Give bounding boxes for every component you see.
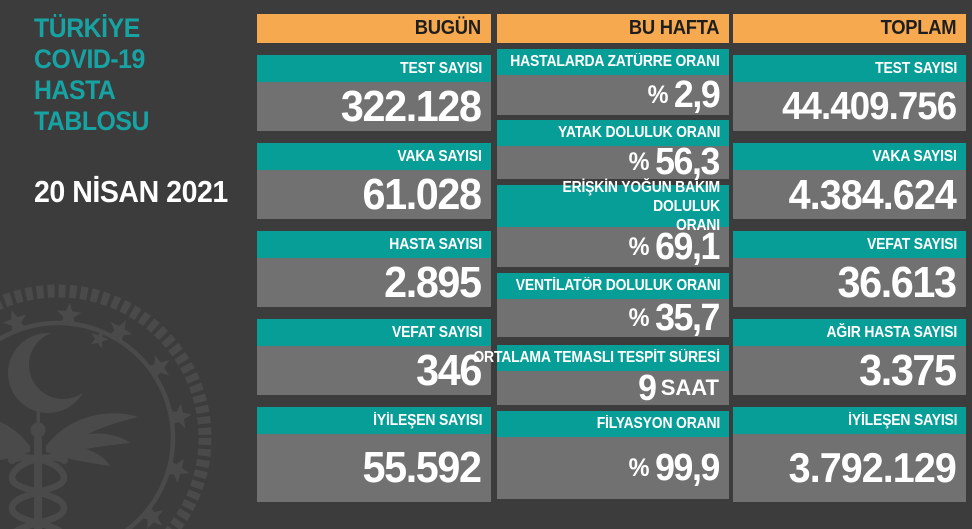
stat-unit: SAAT [660, 375, 719, 400]
stat-card-vefat-sayisi: VEFAT SAYISI 346 [257, 319, 491, 395]
stat-label: HASTA SAYISI [389, 235, 482, 253]
column-header-label: BUGÜN [414, 17, 481, 39]
stat-value: 2.895 [384, 257, 483, 307]
stat-value: 9 [637, 367, 657, 408]
stat-card-toplam-vaka: VAKA SAYISI 4.384.624 [733, 143, 966, 219]
title-line: TÜRKİYE [34, 13, 140, 43]
stat-card-toplam-iyilesen: İYİLEŞEN SAYISI 3.792.129 [733, 407, 966, 502]
stat-card-temasli-tespit-suresi: ORTALAMA TEMASLI TESPİT SÜRESİ 9 SAAT [474, 345, 729, 408]
stat-card-ventilator-doluluk: VENTİLATÖR DOLULUK ORANI % 35,7 [497, 273, 729, 339]
report-date: 20 NİSAN 2021 [34, 174, 228, 209]
stat-value: 55.592 [362, 443, 482, 492]
stars-ring-icon [0, 301, 195, 529]
column-header-toplam: TOPLAM [733, 14, 966, 43]
stat-label: YATAK DOLULUK ORANI [557, 124, 720, 141]
column-header-label: TOPLAM [880, 17, 956, 39]
stat-label: TEST SAYISI [874, 59, 957, 77]
stat-value: 61.028 [362, 169, 482, 219]
stat-card-zaturre-orani: HASTALARDA ZATÜRRE ORANI % 2,9 [497, 49, 729, 116]
stat-value: 346 [416, 345, 482, 395]
stat-value: 322.128 [341, 81, 482, 131]
percent-sign: % [628, 148, 650, 176]
stat-value: 99,9 [655, 446, 720, 489]
column-bugun: BUGÜN TEST SAYISI 322.128 VAKA SAYISI 61… [257, 0, 491, 502]
stat-card-vaka-sayisi: VAKA SAYISI 61.028 [257, 143, 491, 219]
stat-label: FİLYASYON ORANI [596, 415, 721, 432]
caduceus-icon [0, 404, 138, 529]
stat-value: 69,1 [655, 225, 720, 268]
stat-card-toplam-vefat: VEFAT SAYISI 36.613 [733, 231, 966, 307]
stat-value: 3.375 [859, 345, 958, 395]
column-header-bu-hafta: BU HAFTA [497, 14, 729, 43]
rope-ring-icon [0, 284, 212, 529]
stat-card-iyilesen-sayisi: İYİLEŞEN SAYISI 55.592 [257, 407, 491, 502]
page-title: TÜRKİYE COVID-19 HASTA TABLOSU [34, 13, 159, 137]
stat-value: 35,7 [655, 296, 720, 339]
stat-value: 2,9 [673, 73, 721, 116]
percent-sign: % [628, 303, 650, 332]
stat-card-yogun-bakim-doluluk: ERİŞKİN YOĞUN BAKIM DOLULUK ORANI % 69,1 [497, 179, 729, 268]
stat-label: VENTİLATÖR DOLULUK ORANI [515, 277, 720, 294]
stat-card-filyasyon-orani: FİLYASYON ORANI % 99,9 [497, 411, 729, 499]
stat-card-yatak-doluluk: YATAK DOLULUK ORANI % 56,3 [497, 120, 729, 183]
column-header-label: BU HAFTA [628, 17, 720, 39]
stat-label: VEFAT SAYISI [391, 323, 482, 341]
stat-value: 36.613 [837, 257, 957, 307]
stat-value: 56,3 [655, 141, 720, 183]
percent-sign: % [628, 232, 650, 261]
stat-label: HASTALARDA ZATÜRRE ORANI [510, 53, 720, 70]
stat-label: AĞIR HASTA SAYISI [826, 323, 957, 341]
stat-label: VAKA SAYISI [397, 147, 483, 165]
stat-card-agir-hasta: AĞIR HASTA SAYISI 3.375 [733, 319, 966, 395]
stat-value: 44.409.756 [781, 84, 957, 128]
inner-circle-icon [0, 320, 176, 529]
stat-value: 4.384.624 [788, 170, 957, 218]
stat-card-hasta-sayisi: HASTA SAYISI 2.895 [257, 231, 491, 307]
title-line: TABLOSU [34, 106, 149, 136]
stat-value: 3.792.129 [788, 444, 957, 491]
crescent-star-icon [8, 326, 112, 413]
stat-label: TEST SAYISI [399, 59, 482, 77]
stat-label: ORTALAMA TEMASLI TESPİT SÜRESİ [473, 349, 721, 366]
title-line: COVID-19 [34, 44, 145, 74]
stat-label: İYİLEŞEN SAYISI [847, 411, 957, 429]
stat-label: VEFAT SAYISI [866, 235, 957, 253]
column-header-bugun: BUGÜN [257, 14, 491, 43]
stat-label: İYİLEŞEN SAYISI [372, 411, 482, 429]
column-bu-hafta: BU HAFTA HASTALARDA ZATÜRRE ORANI % 2,9 … [474, 0, 729, 499]
column-toplam: TOPLAM TEST SAYISI 44.409.756 VAKA SAYIS… [733, 0, 966, 502]
stat-card-test-sayisi: TEST SAYISI 322.128 [257, 55, 491, 131]
title-line: HASTA [34, 75, 116, 105]
percent-sign: % [628, 453, 650, 482]
stat-label: VAKA SAYISI [872, 147, 958, 165]
percent-sign: % [648, 80, 670, 109]
stat-card-toplam-test: TEST SAYISI 44.409.756 [733, 55, 966, 131]
stat-label: ERİŞKİN YOĞUN BAKIM DOLULUK ORANI [562, 178, 720, 234]
